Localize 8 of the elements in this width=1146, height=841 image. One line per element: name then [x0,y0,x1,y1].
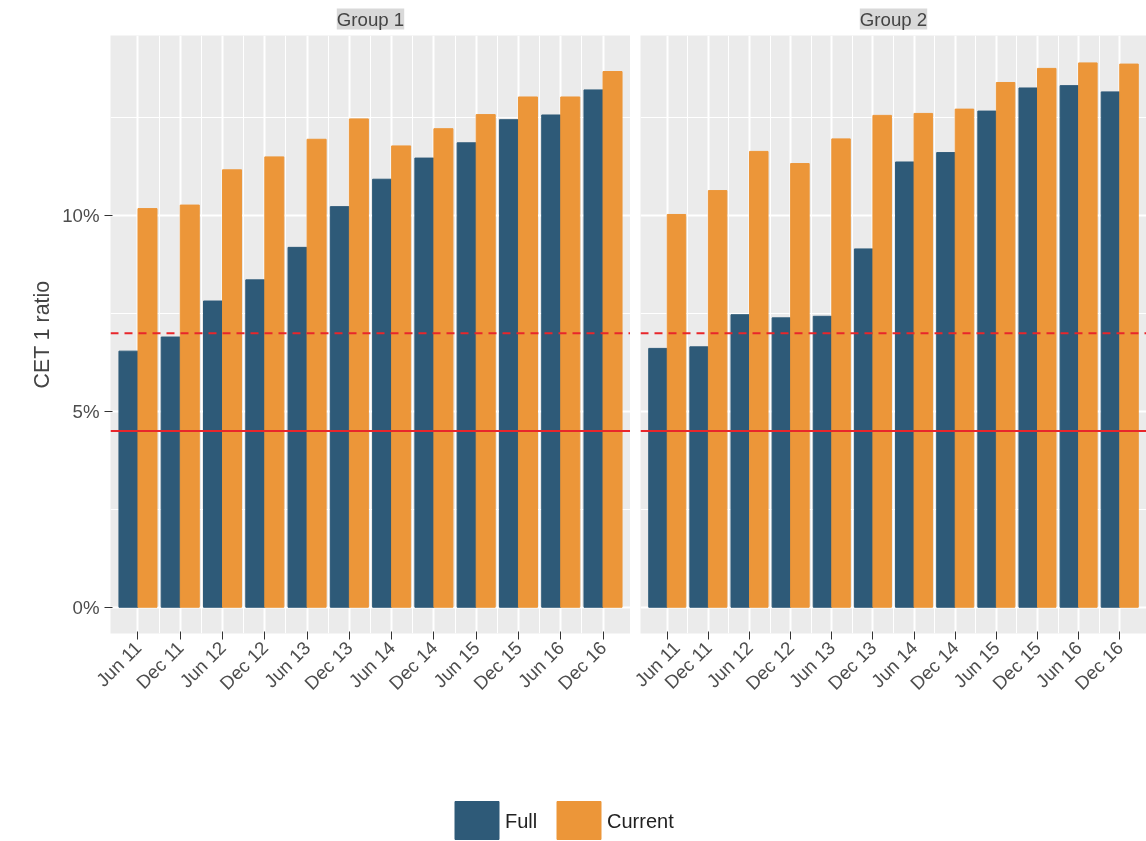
y-tick-label: 0% [72,596,100,618]
legend-label: Current [607,809,675,832]
y-tick-label: 10% [62,205,100,227]
chart-title: Group 2 [859,8,928,30]
legend-label: Full [505,809,538,832]
y-tick-label: 5% [72,400,100,422]
y-axis-title: CET 1 ratio [30,280,55,389]
chart-title: Group 1 [336,8,405,30]
